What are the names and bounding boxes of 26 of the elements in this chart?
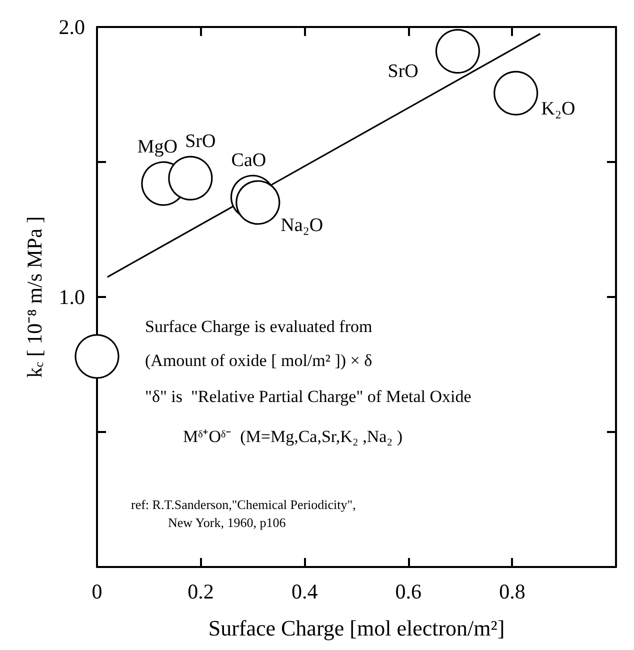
point bbox=[435, 29, 480, 74]
y-axis-title: kc [ 10⁻⁸ m/s MPa ] bbox=[22, 216, 46, 378]
annotation: ref: R.T.Sanderson,"Chemical Periodicity", bbox=[131, 497, 356, 512]
x-axis-title: Surface Charge [mol electron/m²] bbox=[208, 616, 505, 640]
data-label: SrO bbox=[185, 130, 216, 152]
data-label: K₂O bbox=[541, 98, 576, 120]
data-label: Na₂O bbox=[280, 214, 324, 236]
point bbox=[236, 180, 280, 225]
y-tick-label: 1.0 bbox=[58, 285, 85, 309]
annotation: (Amount of oxide [ mol/m² ]) × δ bbox=[145, 351, 372, 370]
x-tick-label: 0.4 bbox=[291, 580, 318, 604]
point bbox=[74, 334, 120, 379]
annotation: New York, 1960, p106 bbox=[168, 515, 286, 530]
annotation: "δ" is "Relative Partial Charge" of Metal Oxide bbox=[145, 387, 472, 406]
point bbox=[494, 70, 538, 116]
data-label: MgO bbox=[137, 136, 178, 158]
data-label: SrO bbox=[388, 60, 418, 82]
y-tick-label: 2.0 bbox=[58, 15, 85, 39]
annotation: Surface Charge is evaluated from bbox=[145, 317, 372, 336]
x-tick-label: 0.6 bbox=[395, 580, 422, 604]
x-tick-label: 0.8 bbox=[499, 580, 526, 604]
annotation: Mᵟ⁺Oᵟ⁻ (M=Mg,Ca,Sr,K₂ ,Na₂ ) bbox=[183, 427, 403, 446]
x-tick-label: 0 bbox=[92, 580, 102, 604]
x-tick-label: 0.2 bbox=[188, 580, 214, 604]
data-label: CaO bbox=[231, 150, 266, 171]
point bbox=[168, 156, 213, 200]
